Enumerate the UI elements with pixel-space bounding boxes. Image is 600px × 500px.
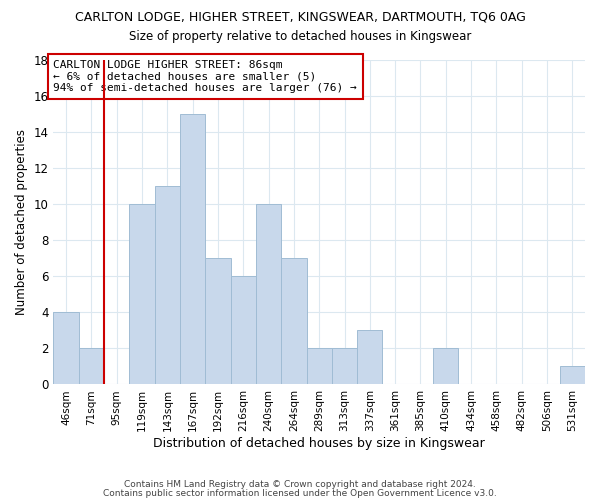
Bar (79, 348, 104, 384)
Text: CARLTON LODGE HIGHER STREET: 86sqm
← 6% of detached houses are smaller (5)
94% o: CARLTON LODGE HIGHER STREET: 86sqm ← 6% … (53, 60, 357, 93)
Bar (205, 258, 230, 384)
Bar (130, 204, 155, 384)
Bar (560, 366, 585, 384)
Bar (256, 204, 281, 384)
Bar (433, 348, 458, 384)
Bar (357, 330, 382, 384)
Bar (281, 258, 307, 384)
Y-axis label: Number of detached properties: Number of detached properties (15, 129, 28, 315)
Bar (180, 114, 205, 384)
Bar (155, 186, 180, 384)
Text: Size of property relative to detached houses in Kingswear: Size of property relative to detached ho… (129, 30, 471, 43)
Text: CARLTON LODGE, HIGHER STREET, KINGSWEAR, DARTMOUTH, TQ6 0AG: CARLTON LODGE, HIGHER STREET, KINGSWEAR,… (74, 10, 526, 23)
Bar (230, 276, 256, 384)
X-axis label: Distribution of detached houses by size in Kingswear: Distribution of detached houses by size … (154, 437, 485, 450)
Bar (307, 348, 332, 384)
Text: Contains HM Land Registry data © Crown copyright and database right 2024.: Contains HM Land Registry data © Crown c… (124, 480, 476, 489)
Bar (53, 312, 79, 384)
Text: Contains public sector information licensed under the Open Government Licence v3: Contains public sector information licen… (103, 488, 497, 498)
Bar (332, 348, 357, 384)
